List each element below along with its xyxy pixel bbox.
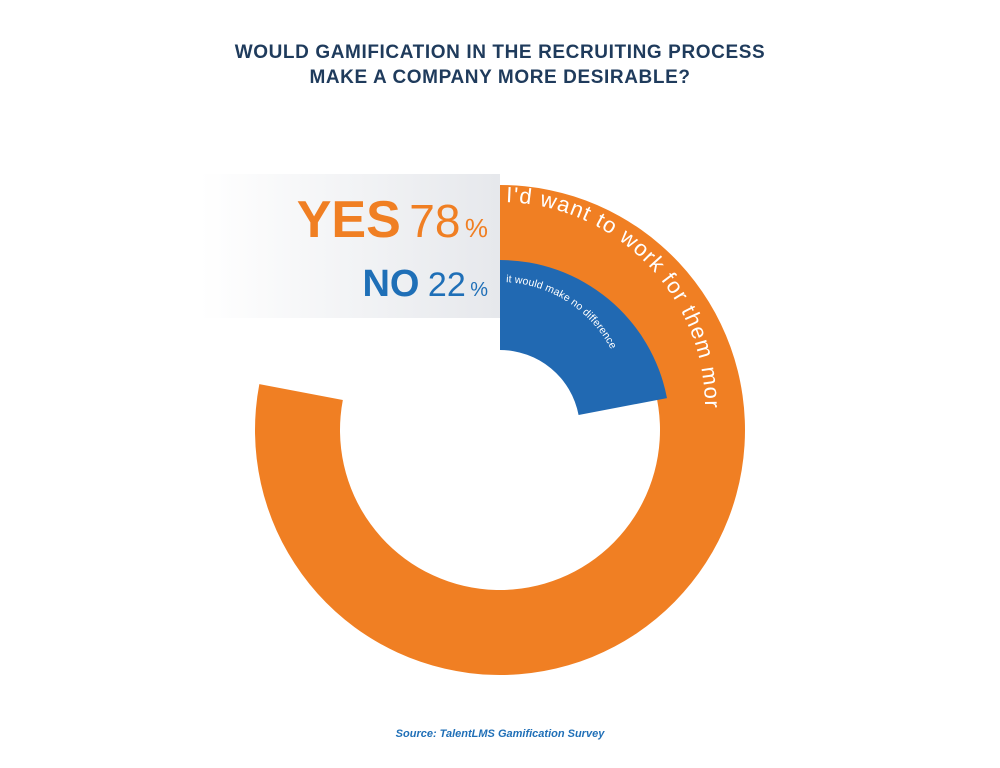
source-note: Source: TalentLMS Gamification Survey [395,728,605,740]
no-word: NO [362,263,419,305]
yes-percent: % [465,213,488,243]
no-percent: % [470,279,488,301]
yes-label: YES 78 % [297,191,488,249]
yes-slice [255,185,746,675]
no-slice [500,260,667,416]
yes-number: 78 [409,195,460,247]
chart-title-line-2: MAKE A COMPANY MORE DESIRABLE? [309,67,691,88]
chart-title-line-1: WOULD GAMIFICATION IN THE RECRUITING PRO… [234,42,766,63]
yes-word: YES [297,191,401,249]
chart-title: WOULD GAMIFICATION IN THE RECRUITING PRO… [0,40,1000,90]
label-band-background [200,174,500,318]
no-label: NO 22 % [362,263,488,305]
no-number: 22 [428,266,466,304]
